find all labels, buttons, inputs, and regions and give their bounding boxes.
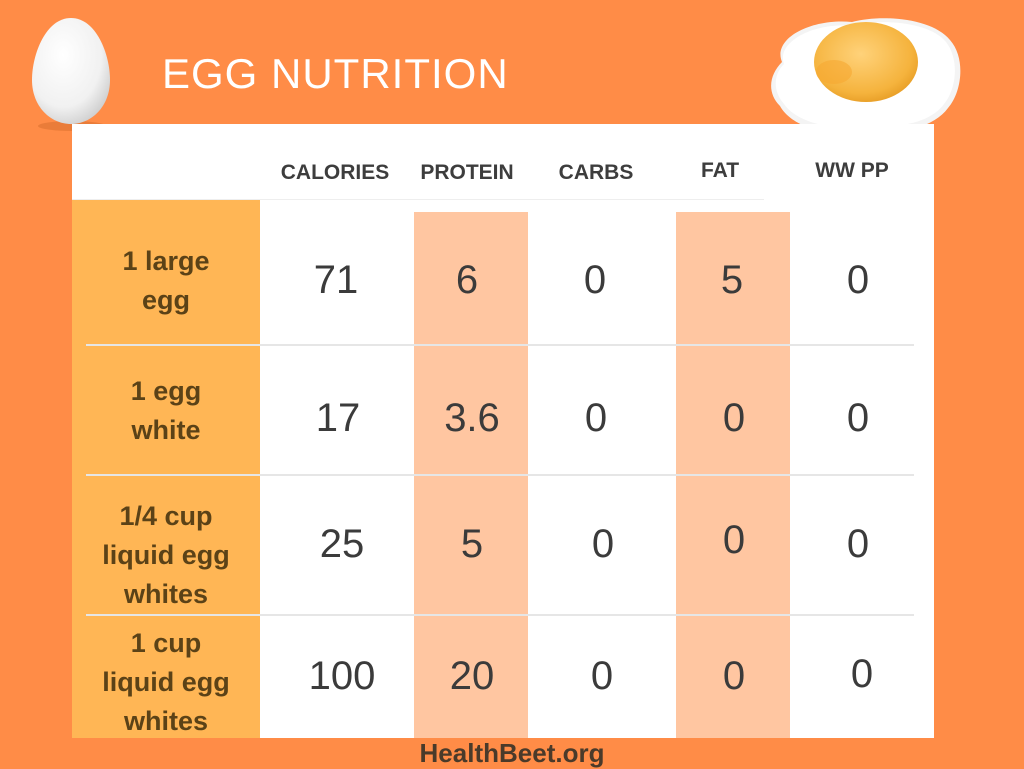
- column-header-ww-pp: WW PP: [815, 159, 889, 182]
- site-footer-link[interactable]: HealthBeet.org: [419, 738, 605, 768]
- table-header: [72, 124, 934, 200]
- row-label: 1 egg white: [72, 372, 260, 450]
- row-label-column: [72, 200, 260, 738]
- cell-ww-pp: 0: [846, 522, 870, 566]
- row-label: 1 large egg: [72, 242, 260, 320]
- column-header-fat: FAT: [700, 159, 740, 182]
- cell-protein: 3.6: [444, 396, 500, 440]
- row-label: 1/4 cup liquid egg whites: [72, 497, 260, 614]
- cell-protein: 20: [449, 654, 495, 698]
- row-label-line: liquid egg: [102, 540, 230, 570]
- cell-calories: 25: [319, 522, 365, 566]
- cell-fat: 0: [722, 518, 746, 562]
- row-label: 1 cup liquid egg whites: [72, 624, 260, 741]
- cell-carbs: 0: [583, 258, 607, 302]
- cell-calories: 100: [308, 654, 376, 698]
- fried-egg-icon: [771, 18, 961, 133]
- cell-ww-pp: 0: [846, 396, 870, 440]
- row-separator: [86, 344, 914, 346]
- cell-carbs: 0: [591, 522, 615, 566]
- row-label-line: whites: [123, 579, 209, 609]
- cell-calories: 17: [315, 396, 361, 440]
- cell-protein: 6: [455, 258, 479, 302]
- row-label-line: liquid egg: [102, 667, 230, 697]
- cell-protein: 5: [460, 522, 484, 566]
- page-title: EGG NUTRITION: [162, 50, 509, 97]
- row-separator: [86, 474, 914, 476]
- row-separator: [86, 614, 914, 616]
- cell-carbs: 0: [584, 396, 608, 440]
- row-label-line: 1 large: [122, 246, 210, 276]
- column-header-protein: PROTEIN: [420, 161, 514, 184]
- column-header-carbs: CARBS: [558, 161, 634, 184]
- nutrition-table: CALORIES PROTEIN CARBS FAT WW PP 1 large…: [72, 124, 934, 738]
- row-label-line: white: [131, 415, 201, 445]
- egg-icon: [32, 18, 110, 131]
- row-label-line: egg: [141, 285, 190, 315]
- cell-carbs: 0: [590, 654, 614, 698]
- cell-fat: 5: [720, 258, 744, 302]
- cell-ww-pp: 0: [846, 258, 870, 302]
- cell-fat: 0: [722, 396, 746, 440]
- row-label-line: whites: [123, 706, 209, 736]
- row-label-line: 1 cup: [130, 628, 202, 658]
- row-label-line: 1 egg: [130, 376, 202, 406]
- cell-ww-pp: 0: [850, 652, 874, 696]
- cell-calories: 71: [313, 258, 359, 302]
- column-header-calories: CALORIES: [280, 161, 390, 184]
- row-label-line: 1/4 cup: [119, 501, 213, 531]
- cell-fat: 0: [722, 654, 746, 698]
